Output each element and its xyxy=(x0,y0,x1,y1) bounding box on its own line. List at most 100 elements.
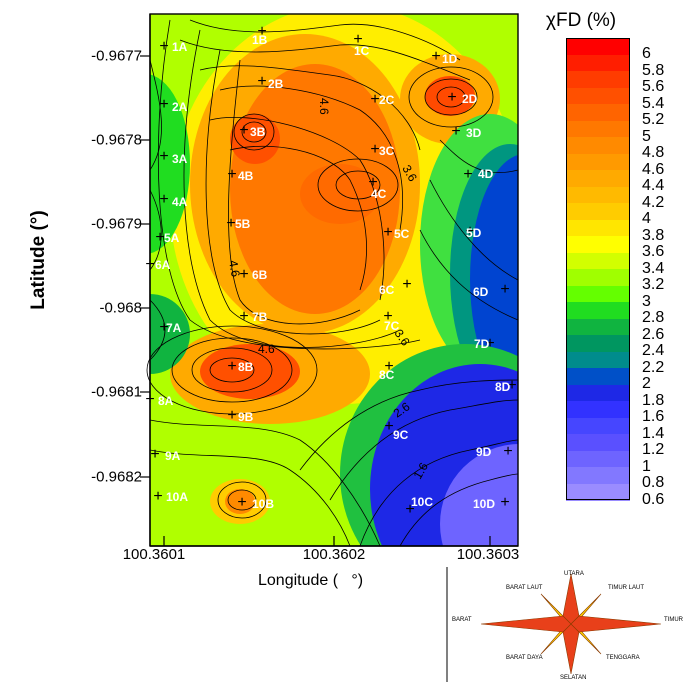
compass-label-n: UTARA xyxy=(564,571,584,577)
station-label: 7D xyxy=(474,337,490,351)
station-label: 8D xyxy=(495,380,511,394)
station-marker: + xyxy=(153,488,163,505)
colorbar-tick-label: 4.2 xyxy=(642,193,665,211)
station-label: 4A xyxy=(172,195,188,209)
colorbar-swatch xyxy=(566,38,630,55)
station-marker: + xyxy=(237,494,247,511)
station-marker: + xyxy=(159,148,169,165)
station-label: 1C xyxy=(354,44,370,58)
station-marker: + xyxy=(239,266,249,283)
colorbar-frame xyxy=(566,38,630,500)
station-label: 5D xyxy=(466,226,482,240)
station-marker: + xyxy=(159,38,169,55)
station-marker: + xyxy=(463,166,473,183)
compass-label-se: TENGGARA xyxy=(606,655,640,661)
colorbar-swatch xyxy=(566,417,630,435)
compass-point-n xyxy=(562,573,580,625)
colorbar-swatch xyxy=(566,137,630,154)
contour-line xyxy=(219,85,403,231)
contour-label: 4.6 xyxy=(226,259,243,278)
contour-label: 1.6 xyxy=(410,460,431,482)
station-label: 1A xyxy=(172,40,188,54)
contour-line xyxy=(149,59,162,171)
contour-line xyxy=(189,19,461,61)
colorbar-tick-label: 4.8 xyxy=(642,144,665,161)
station-marker: + xyxy=(507,377,517,394)
station-marker: + xyxy=(227,166,237,183)
colorbar-tick-label: 2.4 xyxy=(642,342,665,359)
station-marker: + xyxy=(383,224,393,241)
x-axis-title: Longitude ( °) xyxy=(258,572,364,589)
station-marker: + xyxy=(503,443,513,460)
station-label: 9C xyxy=(393,428,409,442)
station-marker: + xyxy=(227,407,237,424)
colorbar-swatch xyxy=(566,203,630,220)
station-marker: + xyxy=(485,335,495,352)
colorbar-tick-label: 3 xyxy=(642,292,651,310)
contour-line xyxy=(209,117,385,301)
colorbar-swatch xyxy=(566,71,630,88)
contour-line xyxy=(149,299,166,361)
station-label: 4B xyxy=(238,169,254,183)
contour-line xyxy=(429,179,519,281)
station-label: 10B xyxy=(252,497,275,511)
contour-ring xyxy=(241,121,267,143)
contour-ring xyxy=(171,337,293,403)
contour-ring xyxy=(227,489,257,511)
station-label: 10D xyxy=(473,497,496,511)
contour-label: 2.6 xyxy=(391,399,413,420)
station-label: 6B xyxy=(252,268,268,282)
colorbar-tick-label: 6 xyxy=(642,45,651,62)
station-label: 8B xyxy=(238,360,254,374)
colorbar-swatch xyxy=(566,434,630,451)
colorbar-tick-label: 1.8 xyxy=(642,391,665,409)
contour-line xyxy=(157,19,421,350)
station-marker: + xyxy=(500,494,510,511)
contour-label: 3.6 xyxy=(399,163,420,185)
colorbar-tick-label: 2.6 xyxy=(642,325,665,343)
station-label: 10A xyxy=(166,490,189,504)
colorbar-swatch xyxy=(566,219,630,237)
colorbar-swatch xyxy=(566,285,630,303)
station-label: 10C xyxy=(411,495,434,509)
compass-point-e xyxy=(570,615,662,633)
station-marker: + xyxy=(384,358,394,375)
station-marker: + xyxy=(383,308,393,325)
colorbar-tick-label: 2.8 xyxy=(642,309,665,326)
compass-rose: UTARA TIMUR LAUT TIMUR TENGGARA SELATAN … xyxy=(446,567,684,682)
station-marker: + xyxy=(368,174,378,191)
colorbar-swatch xyxy=(566,170,630,187)
x-tick-label: 100.3603 xyxy=(456,546,520,563)
station-marker: + xyxy=(159,191,169,208)
contour-line xyxy=(149,189,162,271)
colorbar-swatch xyxy=(566,252,630,270)
colorbar-tick-label: 0.6 xyxy=(642,490,665,508)
colorbar-swatch xyxy=(566,269,630,286)
station-label: 9B xyxy=(238,410,254,424)
station-marker: + xyxy=(159,96,169,113)
x-tick-label: 100.3602 xyxy=(302,546,366,563)
contour-line xyxy=(228,59,361,325)
colorbar-tick-label: 5.4 xyxy=(642,94,665,112)
contour-value-labels: 4.6 3.6 4.6 4.6 3.6 2.6 1.6 xyxy=(226,98,431,482)
station-label: 4D xyxy=(478,167,494,181)
station-label: 1D xyxy=(442,52,458,66)
station-label: 5A xyxy=(164,231,180,245)
colorbar-tick-label: 5 xyxy=(642,127,651,145)
station-marker: + xyxy=(405,501,415,518)
contour-line xyxy=(419,229,519,321)
colorbar-swatch xyxy=(566,450,630,468)
colorbar-swatch xyxy=(566,87,630,105)
contour-ring xyxy=(335,170,381,200)
colorbar-tick-label: 4.6 xyxy=(642,160,665,178)
colorbar-tick-label: 4 xyxy=(642,210,651,227)
colorbar-swatch xyxy=(566,335,630,352)
colorbar-tick-label: 5.2 xyxy=(642,111,665,128)
contour-label: 4.6 xyxy=(317,98,331,115)
station-label: 6C xyxy=(379,283,395,297)
colorbar-tick-label: 2.2 xyxy=(642,358,665,376)
contour-line xyxy=(359,439,519,547)
contour-line xyxy=(299,379,519,471)
station-label: 8A xyxy=(158,394,174,408)
